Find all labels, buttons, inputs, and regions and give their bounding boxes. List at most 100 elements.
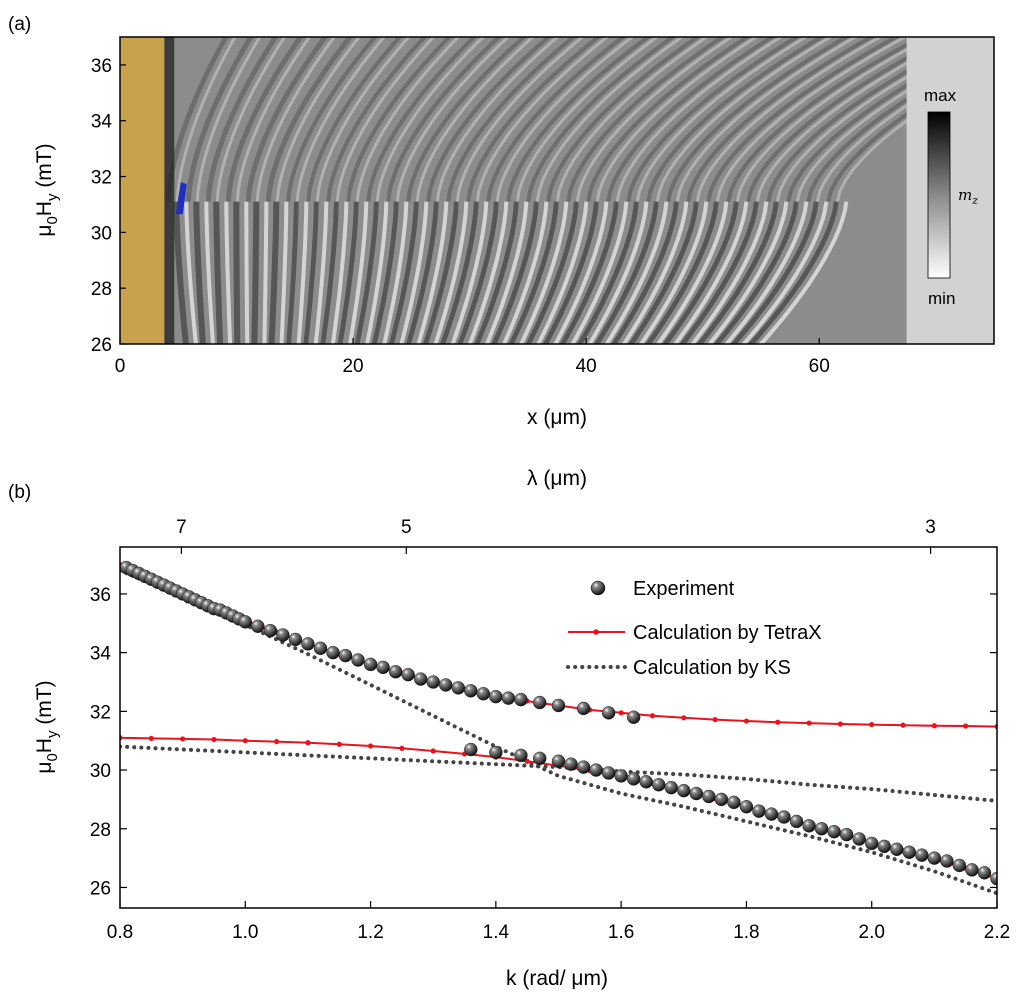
colorbar-max-label: max — [924, 86, 957, 105]
experiment-point — [489, 689, 503, 704]
stripe-lower-dark — [474, 201, 519, 344]
stripe-upper-dark — [326, 37, 428, 202]
stripe-upper-light — [195, 37, 262, 202]
stripe-upper-dark — [826, 60, 994, 203]
stripe-lower-light — [399, 201, 429, 344]
antenna-edge-band — [164, 37, 175, 344]
experiment-point — [601, 766, 616, 780]
experiment-point — [927, 851, 942, 865]
legend-tetrax-label: Calculation by TetraX — [633, 622, 822, 644]
experiment-point — [263, 623, 278, 638]
spin-wave-stripes — [164, 37, 994, 344]
stripe-lower-dark — [423, 201, 459, 344]
tetrax-point — [336, 741, 342, 747]
experiment-point — [789, 814, 804, 829]
stripe-lower-dark — [747, 201, 839, 344]
panel-b-xtick-label: 2.2 — [984, 922, 1010, 943]
panel-b-xtick-label: 1.0 — [232, 922, 258, 943]
stripe-lower-light — [689, 201, 769, 344]
tetrax-point — [712, 716, 718, 723]
stripe-upper-light — [635, 37, 809, 202]
colorbar-quantity: mz — [958, 186, 978, 207]
experiment-point — [852, 832, 866, 846]
experiment-point — [827, 824, 841, 839]
stripe-upper-dark — [306, 37, 403, 202]
stripe-lower-dark — [405, 201, 439, 344]
stripe-lower-dark — [508, 201, 559, 344]
stripe-upper-dark — [746, 37, 950, 203]
panel-b-plot — [120, 560, 997, 896]
stripe-lower-light — [604, 201, 669, 344]
experiment-point — [589, 763, 603, 777]
stripe-lower-light — [224, 201, 233, 344]
experiment-point — [814, 822, 829, 836]
stripe-lower-dark — [303, 201, 319, 344]
tetrax-point — [869, 721, 875, 728]
experiment-point — [489, 745, 503, 760]
experiment-point — [376, 660, 390, 675]
stripe-lower-light — [484, 201, 529, 344]
stripe-upper-light — [375, 37, 486, 202]
experiment-point — [877, 839, 891, 854]
experiment-point — [727, 795, 741, 810]
experiment-point — [363, 657, 378, 672]
tetrax-point — [180, 736, 186, 742]
panel-a-ytick-label: 36 — [91, 56, 112, 77]
experiment-point — [564, 757, 578, 771]
panel-a-xtick-label: 0 — [115, 356, 126, 377]
tetrax-point — [806, 720, 812, 726]
panel-b-ytick-label: 28 — [90, 820, 111, 841]
experiment-point — [714, 792, 729, 807]
stripe-lower-light — [672, 201, 749, 344]
tetrax-point — [618, 710, 624, 716]
panel-b-frame — [119, 546, 998, 909]
panel-b-xtick-label: 1.6 — [608, 922, 634, 943]
stripe-lower-dark — [371, 201, 399, 344]
experiment-point — [965, 863, 979, 877]
stripe-lower-dark — [645, 201, 719, 344]
tetrax-point — [681, 715, 687, 721]
stripe-upper-light — [415, 37, 536, 202]
tetrax-point — [837, 721, 843, 727]
experiment-point — [351, 653, 365, 667]
antenna-region — [120, 37, 165, 344]
stripe-upper-dark — [626, 37, 801, 203]
panel-b-xtick-label: 1.8 — [733, 922, 759, 943]
experiment-point — [752, 804, 766, 818]
stripe-upper-dark — [706, 37, 901, 203]
stripe-lower-light — [365, 201, 389, 344]
experiment-point — [915, 848, 929, 862]
stripe-upper-light — [515, 37, 660, 202]
stripe-upper-light — [655, 37, 834, 202]
panel-a-label: (a) — [8, 14, 31, 35]
stripe-lower-light — [204, 201, 215, 344]
panel-a-ytick-label: 32 — [91, 168, 112, 189]
panel-b-label: (b) — [8, 482, 31, 503]
stripe-upper-dark — [225, 37, 304, 202]
panel-a-ytick-label: 30 — [91, 223, 112, 244]
experiment-points — [120, 560, 997, 886]
stripe-lower-light — [313, 201, 329, 344]
stripe-lower-light — [279, 201, 289, 344]
stripe-lower-light — [416, 201, 449, 344]
experiment-point — [902, 845, 916, 859]
experiment-point — [464, 742, 478, 757]
experiment-point — [551, 754, 566, 768]
panel-b-xtick-label: 1.4 — [483, 922, 510, 943]
stripe-upper-light — [235, 37, 312, 202]
experiment-point — [652, 778, 666, 792]
panel-a-ylabel: μ0Hy (mT) — [33, 143, 61, 236]
stripe-upper-light — [475, 37, 610, 202]
experiment-point — [326, 645, 340, 660]
experiment-point — [388, 665, 403, 679]
experiment-point — [626, 772, 641, 786]
experiment-point — [764, 807, 779, 821]
stripe-upper-dark — [406, 37, 527, 202]
experiment-point — [677, 783, 691, 798]
stripe-lower-light — [724, 201, 809, 344]
legend-experiment: Experiment — [590, 578, 735, 600]
tetrax-point — [775, 719, 781, 725]
stripe-upper-dark — [265, 37, 354, 202]
stripe-upper-dark — [386, 37, 502, 202]
